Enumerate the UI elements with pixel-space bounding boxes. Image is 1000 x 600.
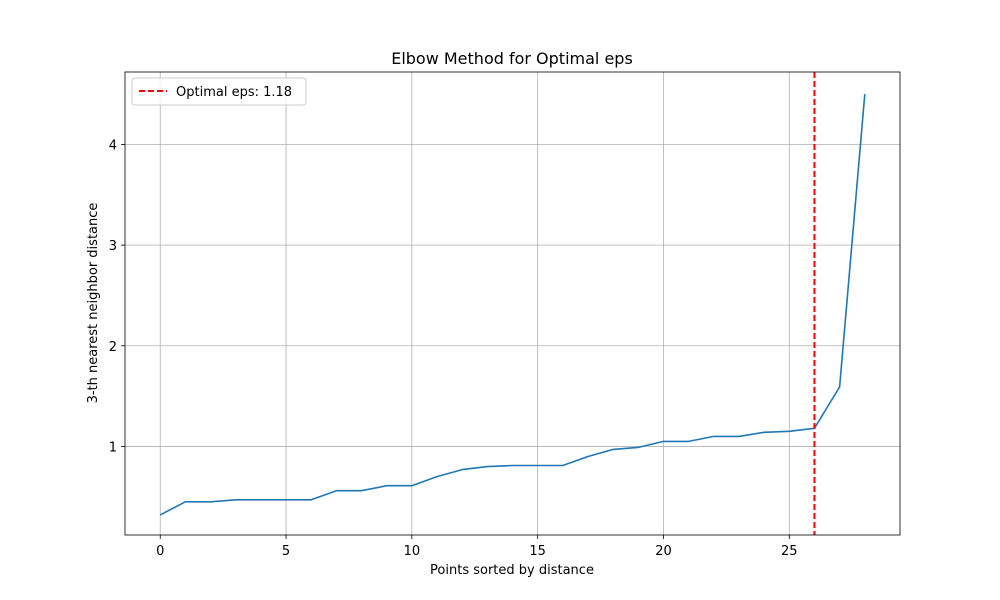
y-tick-label: 1 [109, 440, 117, 455]
x-tick-label: 15 [529, 544, 546, 559]
axes [124, 71, 901, 536]
grid [125, 72, 900, 535]
legend: Optimal eps: 1.18 [131, 77, 307, 106]
chart-title: Elbow Method for Optimal eps [391, 49, 633, 68]
series-line-group [159, 94, 866, 516]
y-axis-title: 3-th nearest neighbor distance [86, 203, 101, 404]
distance-series-line [159, 94, 866, 516]
y-tick-label: 3 [109, 239, 117, 254]
legend-box [131, 77, 307, 106]
y-tick-label: 2 [109, 340, 117, 355]
legend-label: Optimal eps: 1.18 [176, 85, 292, 100]
plot-frame [124, 71, 901, 536]
x-tick-label: 10 [404, 544, 421, 559]
x-tick-label: 5 [282, 544, 290, 559]
y-tick-label: 4 [109, 138, 117, 153]
x-tick-label: 0 [156, 544, 164, 559]
x-tick-label: 20 [655, 544, 672, 559]
x-tick-label: 25 [781, 544, 798, 559]
ticks: 0 5 10 15 20 25 1 2 3 4 [109, 138, 798, 559]
x-axis-title: Points sorted by distance [430, 563, 594, 578]
